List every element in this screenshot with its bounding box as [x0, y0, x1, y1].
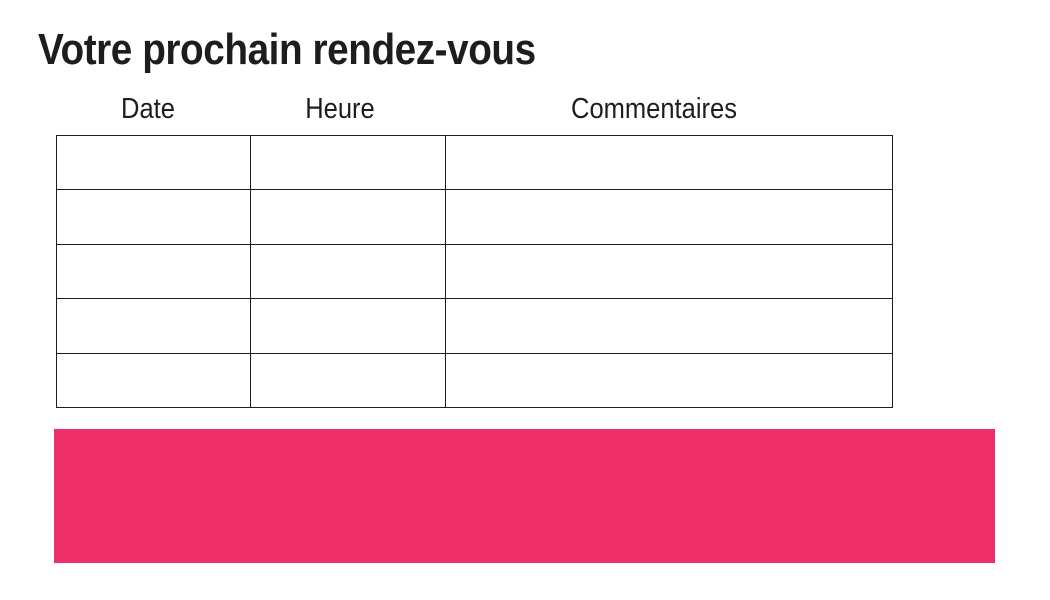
page-title: Votre prochain rendez-vous: [38, 25, 536, 74]
table-cell-commentaires: [446, 354, 892, 407]
table-cell-commentaires: [446, 190, 892, 243]
column-header-date: Date: [121, 93, 175, 125]
table-row: [57, 353, 892, 408]
table-cell-heure: [251, 244, 446, 299]
column-header-commentaires: Commentaires: [571, 93, 737, 125]
table-cell-date: [57, 190, 251, 244]
column-header-heure: Heure: [305, 93, 375, 125]
table-row: [57, 190, 892, 245]
table-cell-date: [57, 244, 251, 299]
table-column-headers: Date Heure Commentaires: [0, 95, 1050, 127]
table-cell-date: [57, 353, 251, 408]
pink-banner: [54, 429, 995, 563]
table-cell-commentaires: [446, 136, 892, 189]
table-row: [57, 299, 892, 354]
table-cell-commentaires: [446, 245, 892, 298]
table-cell-commentaires: [446, 299, 892, 352]
table-cell-heure: [251, 353, 446, 408]
table-cell-date: [57, 299, 251, 353]
table-cell-heure: [251, 299, 446, 353]
table-cell-heure: [251, 136, 446, 190]
table-cell-heure: [251, 190, 446, 244]
appointments-table: [56, 135, 893, 408]
table-cell-date: [57, 136, 251, 190]
table-row: [57, 244, 892, 300]
table-row: [57, 136, 892, 191]
